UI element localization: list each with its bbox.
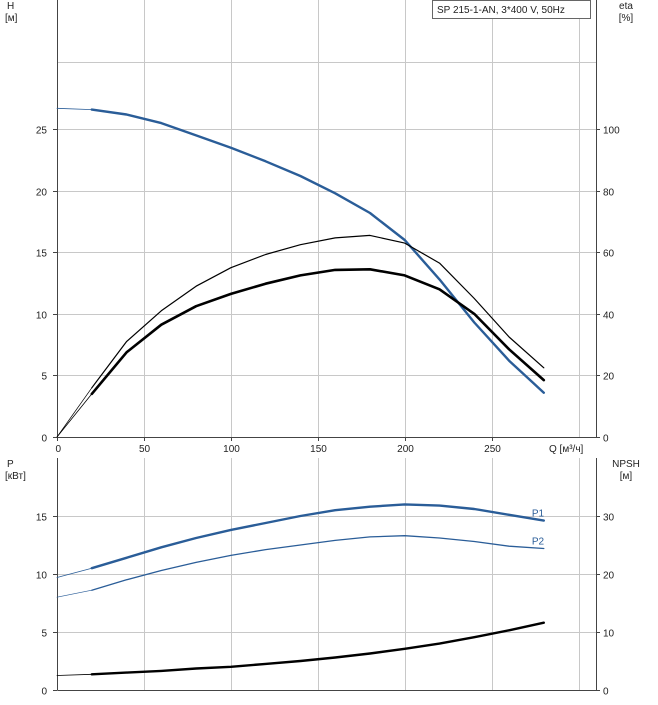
top-right-axis-title: eta <box>619 1 633 12</box>
bottom-left-tick-label: 0 <box>41 687 47 698</box>
series-label-P2: P2 <box>532 536 545 547</box>
bottom-right-axis-title: NPSH <box>612 459 640 470</box>
x-tick-label: 0 <box>56 444 62 455</box>
bottom-left-tick-label: 10 <box>36 571 48 582</box>
bottom-right-axis-unit: [м] <box>620 471 633 482</box>
bottom-left-axis-unit: [кВт] <box>5 471 26 482</box>
top-left-tick-label: 15 <box>36 249 48 260</box>
top-left-tick-label: 5 <box>41 372 47 383</box>
top-left-axis-title: H <box>7 1 14 12</box>
top-right-tick-label: 20 <box>603 372 615 383</box>
legend-text: SP 215-1-AN, 3*400 V, 50Hz <box>437 5 565 16</box>
top-right-tick-label: 80 <box>603 188 615 199</box>
bottom-left-tick-label: 5 <box>41 629 47 640</box>
x-axis-title: Q [м³/ч] <box>549 444 584 455</box>
top-right-tick-label: 100 <box>603 126 620 137</box>
top-left-axis-unit: [м] <box>5 13 18 24</box>
top-left-tick-label: 25 <box>36 126 48 137</box>
series-label-P1: P1 <box>532 509 545 520</box>
top-left-tick-label: 10 <box>36 311 48 322</box>
top-right-tick-label: 60 <box>603 249 615 260</box>
x-tick-label: 50 <box>139 444 151 455</box>
x-tick-label: 250 <box>484 444 501 455</box>
top-right-tick-label: 0 <box>603 434 609 445</box>
bottom-right-tick-label: 10 <box>603 629 615 640</box>
bottom-left-tick-label: 15 <box>36 513 48 524</box>
bottom-left-axis-title: P <box>7 459 14 470</box>
top-left-tick-label: 0 <box>41 434 47 445</box>
top-right-axis-unit: [%] <box>619 13 634 24</box>
bottom-right-tick-label: 0 <box>603 687 609 698</box>
top-left-tick-label: 20 <box>36 188 48 199</box>
x-tick-label: 100 <box>223 444 240 455</box>
x-tick-label: 200 <box>397 444 414 455</box>
x-tick-label: 150 <box>310 444 327 455</box>
bottom-right-tick-label: 20 <box>603 571 615 582</box>
bottom-right-tick-label: 30 <box>603 513 615 524</box>
top-right-tick-label: 40 <box>603 311 615 322</box>
